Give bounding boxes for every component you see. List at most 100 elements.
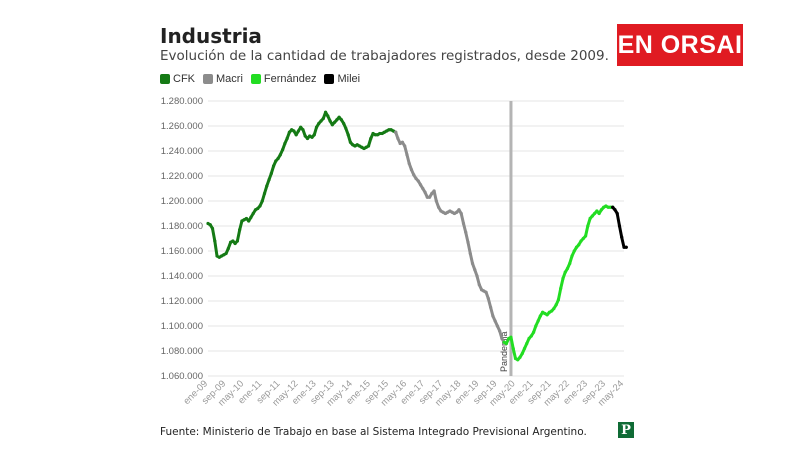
data-point [464, 230, 468, 234]
chart-title: Industria [160, 24, 262, 48]
data-point [235, 239, 239, 243]
data-point [416, 179, 420, 183]
y-tick-label: 1.200.000 [161, 196, 203, 207]
data-point [536, 319, 540, 323]
chart-subtitle: Evolución de la cantidad de trabajadores… [160, 48, 609, 64]
legend-swatch [250, 74, 261, 84]
data-point [579, 239, 583, 243]
data-point [247, 219, 251, 223]
data-point [493, 319, 497, 323]
data-point [572, 249, 576, 253]
data-point [403, 144, 407, 148]
data-point [330, 123, 334, 127]
data-point [570, 254, 574, 258]
data-point [276, 156, 280, 161]
publisher-logo[interactable]: P [618, 422, 634, 438]
data-point [455, 210, 459, 214]
data-point [301, 128, 305, 132]
data-point [269, 171, 273, 176]
data-point [620, 235, 624, 239]
data-point [581, 236, 585, 241]
legend-item[interactable]: Macri [203, 73, 243, 85]
legend-item[interactable]: CFK [160, 73, 195, 85]
y-tick-label: 1.120.000 [161, 296, 203, 307]
data-point [583, 234, 588, 238]
data-point [545, 313, 549, 317]
data-point [608, 205, 613, 209]
series-line-cfk [206, 110, 398, 259]
data-point [210, 226, 215, 231]
data-point [346, 133, 350, 137]
data-point [267, 178, 271, 182]
data-point [563, 270, 567, 274]
legend-swatch [203, 74, 213, 84]
data-point [244, 216, 249, 221]
data-point [281, 148, 285, 152]
data-point [473, 268, 477, 272]
data-point [319, 119, 323, 123]
data-point [470, 261, 475, 266]
data-point [421, 186, 425, 191]
data-point [265, 184, 269, 188]
data-point [310, 135, 314, 139]
legend-label: Macri [216, 73, 243, 85]
data-point [561, 276, 565, 281]
data-point [468, 251, 472, 256]
data-point [606, 205, 610, 209]
data-point [577, 243, 581, 247]
legend-swatch [160, 74, 170, 84]
data-point [495, 324, 499, 328]
source-note: Fuente: Ministerio de Trabajo en base al… [160, 426, 587, 438]
data-point [258, 204, 262, 208]
data-point [459, 211, 463, 216]
y-tick-label: 1.240.000 [161, 146, 203, 157]
data-point [285, 136, 289, 141]
data-point [323, 110, 328, 114]
legend-item[interactable]: Fernández [250, 73, 316, 85]
data-point [491, 314, 495, 318]
data-point [599, 208, 603, 212]
data-point [461, 221, 466, 226]
data-point [314, 125, 319, 129]
data-point [554, 303, 558, 307]
data-point [321, 116, 325, 121]
data-point [529, 334, 533, 338]
data-point [208, 223, 212, 227]
data-point [590, 214, 594, 218]
data-point [559, 286, 563, 291]
y-tick-label: 1.100.000 [161, 321, 203, 332]
series-line-macri [394, 130, 506, 344]
data-point [434, 199, 438, 203]
data-point [427, 195, 432, 199]
y-tick-label: 1.180.000 [161, 221, 203, 232]
data-point [303, 134, 307, 138]
data-point [489, 305, 493, 309]
data-point [339, 118, 343, 122]
data-point [617, 224, 622, 228]
y-tick-label: 1.260.000 [161, 121, 203, 132]
legend-item[interactable]: Milei [324, 73, 360, 85]
data-point [430, 191, 434, 196]
data-point [251, 211, 255, 216]
data-point [534, 324, 538, 328]
data-point [552, 306, 556, 311]
data-point [520, 351, 524, 356]
y-tick-label: 1.280.000 [161, 96, 203, 107]
data-point [466, 240, 470, 244]
data-point [486, 296, 490, 301]
data-point [396, 136, 400, 141]
data-point [525, 341, 529, 346]
data-point [477, 283, 481, 287]
data-point [484, 290, 488, 294]
data-point [418, 183, 423, 187]
data-point [348, 140, 353, 144]
data-point [369, 136, 373, 141]
data-point [624, 245, 628, 249]
data-point [394, 130, 398, 134]
data-point [328, 119, 332, 123]
data-point [475, 274, 479, 278]
data-point [283, 141, 287, 146]
data-point [516, 358, 520, 362]
brand-logo[interactable]: EN ORSAI [617, 24, 743, 66]
